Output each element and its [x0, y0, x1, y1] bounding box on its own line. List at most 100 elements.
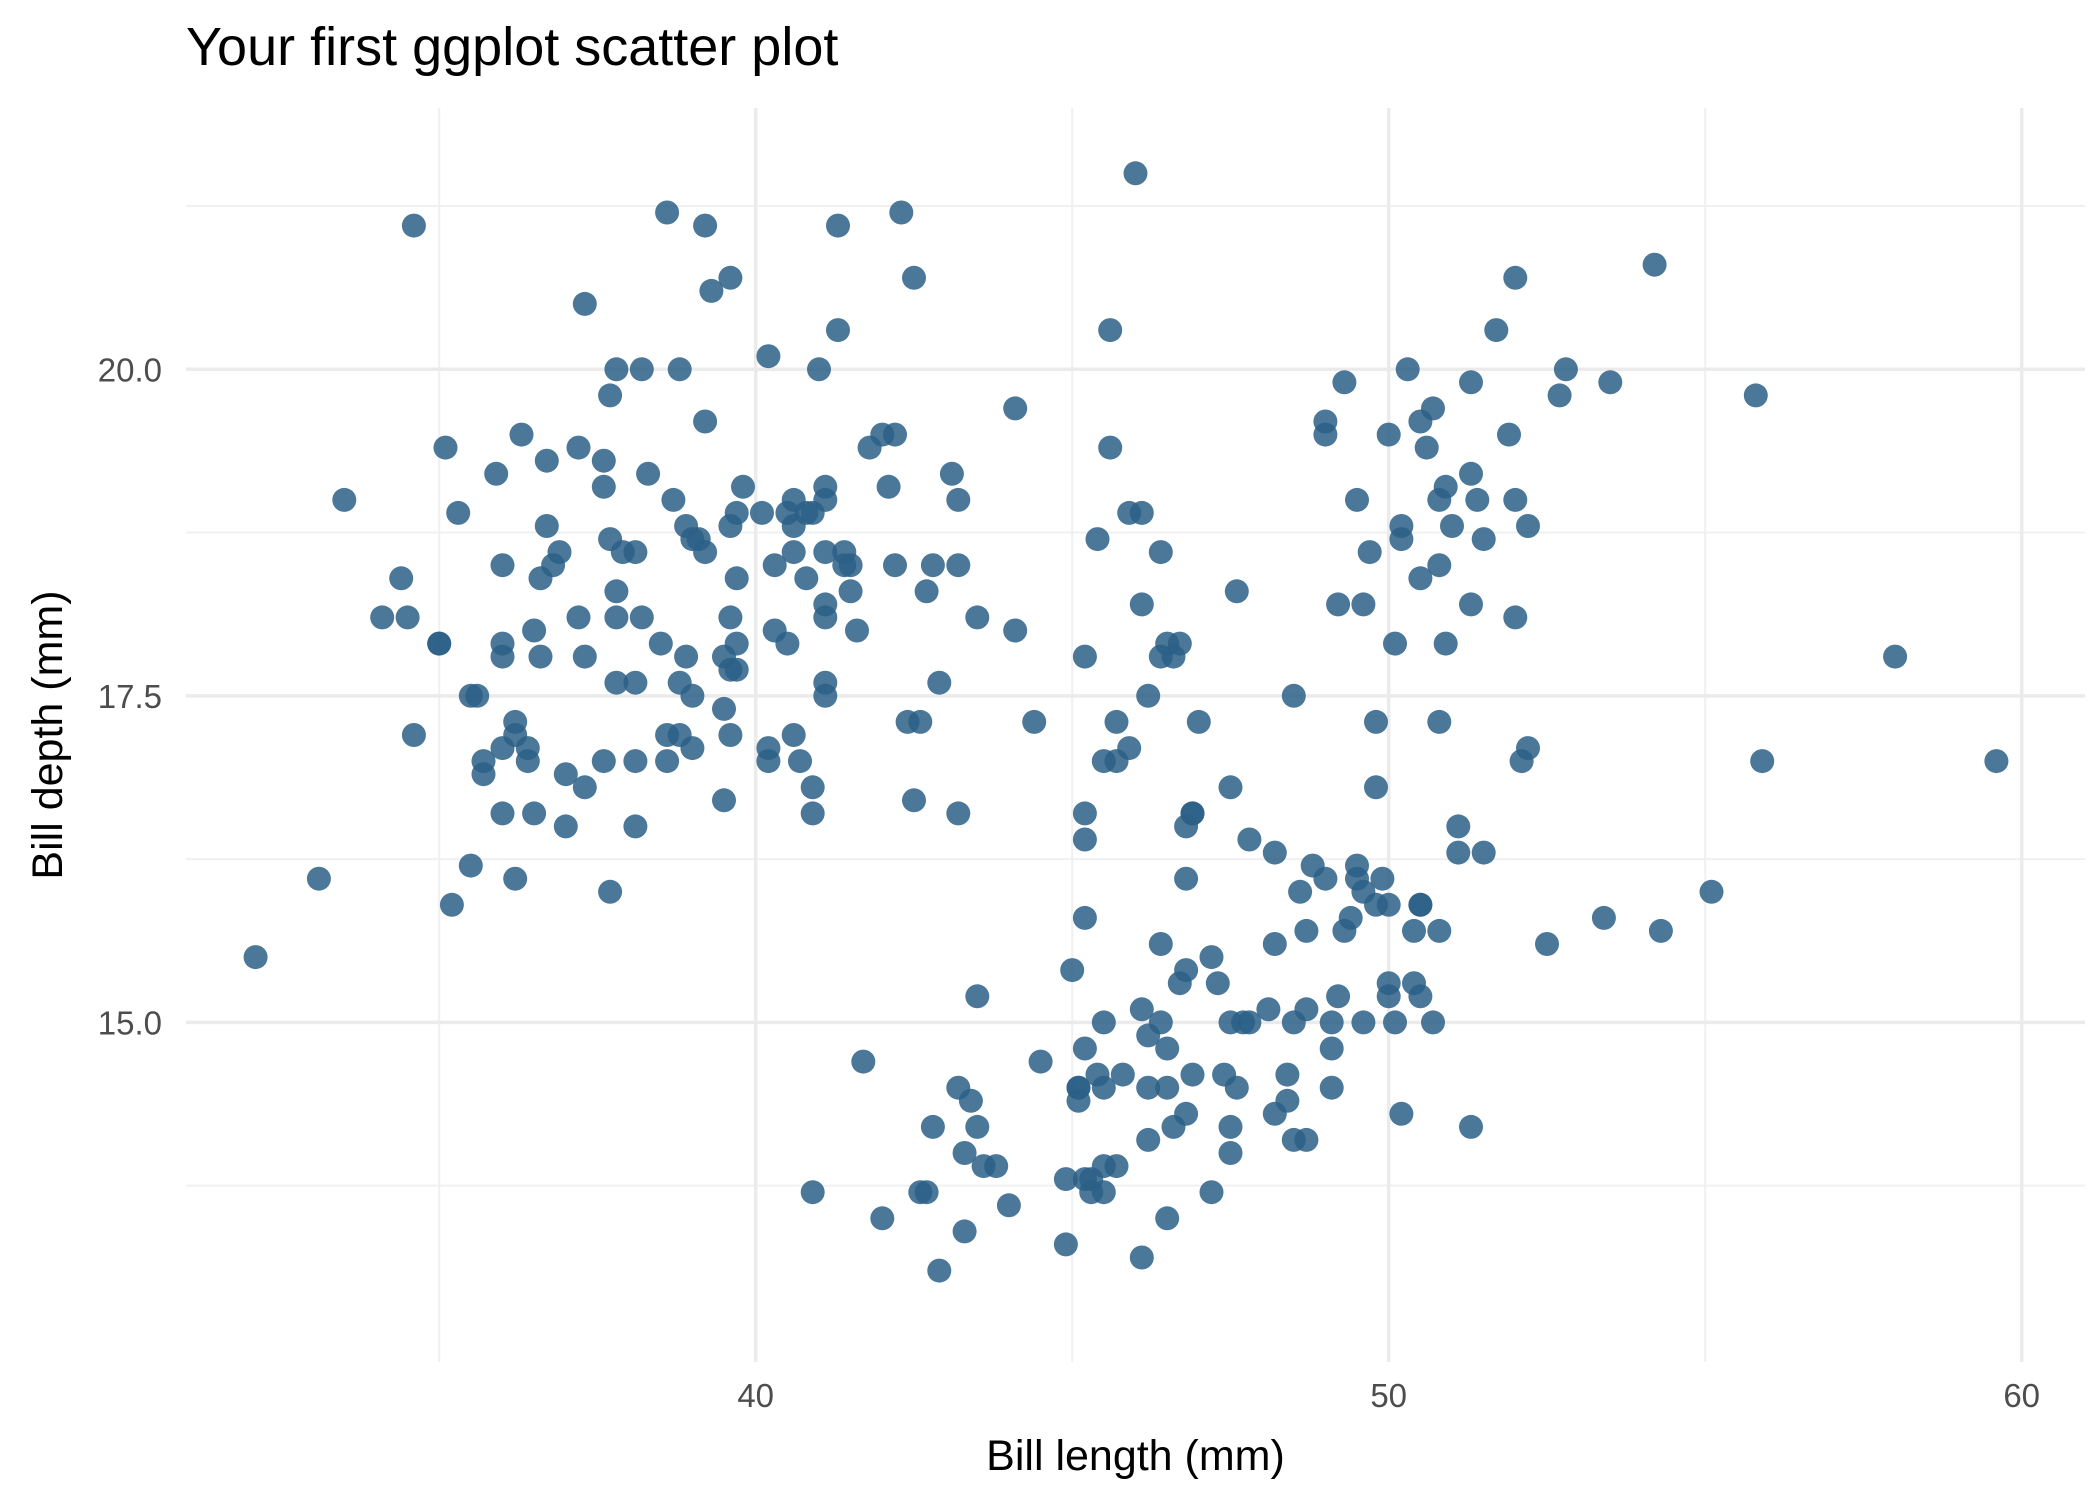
data-point: [490, 644, 515, 669]
data-point: [1003, 396, 1028, 421]
data-point: [465, 683, 490, 708]
data-point: [870, 1206, 895, 1231]
data-point: [800, 775, 825, 800]
data-point: [1129, 592, 1154, 617]
y-tick-label: 15.0: [98, 1004, 162, 1041]
data-point: [655, 200, 680, 225]
data-point: [604, 357, 629, 382]
data-point: [1433, 474, 1458, 499]
data-point: [395, 605, 420, 630]
data-point: [813, 487, 838, 512]
x-axis-title: Bill length (mm): [986, 1432, 1285, 1480]
data-point: [1370, 866, 1395, 891]
data-point: [534, 448, 559, 473]
x-tick-label: 50: [1370, 1377, 1407, 1414]
data-point: [1503, 265, 1528, 290]
data-point: [1072, 1036, 1097, 1061]
data-point: [724, 500, 749, 525]
data-point: [1148, 540, 1173, 565]
data-point: [1294, 1127, 1319, 1152]
data-point: [1427, 553, 1452, 578]
data-point: [1104, 1154, 1129, 1179]
data-point: [750, 500, 774, 525]
data-point: [756, 749, 781, 774]
data-point: [623, 749, 648, 774]
data-point: [591, 749, 616, 774]
data-point: [946, 487, 971, 512]
data-point: [920, 553, 945, 578]
data-point: [1003, 618, 1028, 643]
data-point: [788, 749, 812, 774]
data-point: [604, 605, 629, 630]
data-point: [1471, 527, 1496, 552]
data-point: [1433, 631, 1458, 656]
data-point: [566, 435, 591, 460]
data-point: [699, 278, 724, 303]
data-point: [1091, 1180, 1116, 1205]
data-point: [1028, 1049, 1053, 1074]
data-point: [1186, 709, 1211, 734]
data-point: [1085, 527, 1110, 552]
data-point: [1060, 958, 1085, 983]
data-point: [1383, 631, 1407, 656]
data-point: [1167, 631, 1192, 656]
data-point: [927, 1258, 952, 1283]
data-point: [1155, 1075, 1180, 1100]
data-point: [1262, 932, 1287, 956]
data-point: [674, 644, 699, 669]
data-point: [958, 1088, 983, 1113]
data-point: [851, 1049, 876, 1074]
data-point: [1503, 487, 1528, 512]
data-point: [1136, 683, 1161, 708]
data-point: [1516, 514, 1540, 538]
data-point: [1174, 1101, 1199, 1126]
data-point: [813, 540, 838, 565]
data-point: [433, 435, 458, 460]
data-point: [1224, 579, 1249, 604]
data-point: [845, 618, 869, 643]
data-point: [996, 1193, 1021, 1218]
data-point: [712, 696, 736, 721]
data-point: [1148, 932, 1173, 956]
data-point: [1326, 984, 1351, 1009]
data-point: [1591, 905, 1616, 930]
x-tick-label: 40: [737, 1377, 774, 1414]
data-point: [1199, 945, 1224, 970]
data-point: [1648, 918, 1673, 943]
data-point: [1155, 1036, 1180, 1061]
data-point: [1345, 487, 1369, 512]
data-point: [1750, 749, 1775, 774]
data-point: [756, 344, 781, 369]
data-point: [1313, 409, 1338, 434]
data-point: [1281, 683, 1306, 708]
data-point: [1313, 866, 1338, 891]
data-point: [1237, 827, 1262, 852]
data-point: [1459, 1114, 1483, 1139]
data-point: [718, 265, 743, 290]
data-point: [952, 1141, 977, 1165]
data-point: [813, 605, 838, 630]
grid-lines: [186, 108, 2085, 1362]
data-point: [1484, 318, 1509, 343]
data-point: [401, 723, 426, 747]
data-point: [1319, 1010, 1344, 1035]
data-point: [636, 461, 661, 486]
data-point: [1136, 1075, 1161, 1100]
data-point: [1148, 644, 1173, 669]
data-point: [1408, 566, 1433, 591]
data-point: [813, 683, 838, 708]
data-point: [1218, 775, 1243, 800]
data-point: [490, 553, 515, 578]
data-point: [1414, 435, 1439, 460]
data-point: [1174, 866, 1199, 891]
data-point: [1376, 422, 1401, 447]
data-point: [1743, 383, 1768, 408]
data-point: [1053, 1232, 1078, 1257]
data-point: [800, 801, 825, 826]
data-point: [807, 357, 831, 382]
data-point: [889, 200, 914, 225]
data-point: [1275, 1062, 1300, 1087]
data-point: [794, 566, 819, 591]
data-point: [332, 487, 357, 512]
data-point: [1421, 396, 1445, 421]
